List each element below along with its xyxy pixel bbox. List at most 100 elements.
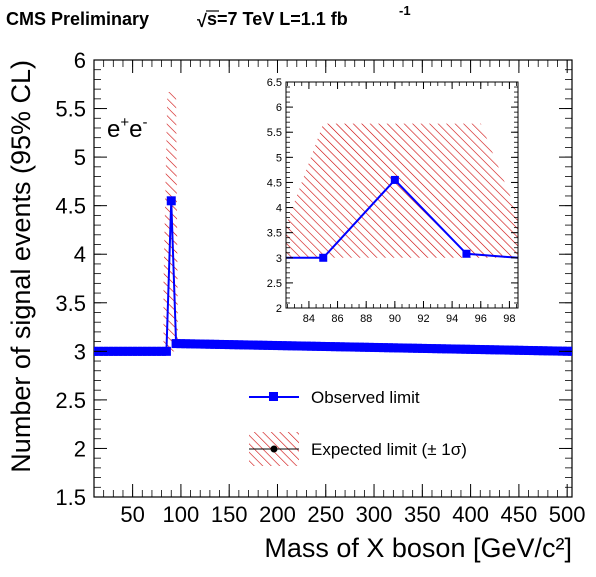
main-observed-marker (166, 196, 176, 206)
main-observed-marker (384, 343, 394, 353)
main-observed-marker (205, 339, 215, 349)
inset-plot: 84 86 88 90 92 94 96 98 2 2.5 3 3.5 4 4.5 5 5.5 6 6.5 (267, 77, 519, 325)
main-observed-marker (456, 344, 466, 354)
main-observed-marker (137, 346, 147, 356)
legend: Observed limit Expected limit (± 1σ) (249, 388, 467, 466)
legend-expected-marker (270, 445, 278, 453)
main-observed-marker (128, 346, 138, 356)
inset-x-tick-label: 94 (446, 313, 458, 325)
main-observed-marker (161, 346, 171, 356)
main-observed-marker (393, 343, 403, 353)
inset-y-tick-label: 3 (276, 253, 282, 265)
main-observed-marker (340, 342, 350, 352)
luminosity-exponent: -1 (399, 3, 411, 18)
experiment-label: CMS Preliminary (6, 9, 149, 29)
energy-luminosity-label: s=7 TeV L=1.1 fb (207, 9, 348, 29)
main-observed-marker (234, 340, 244, 350)
inset-x-tick-label: 92 (417, 313, 429, 325)
main-observed-marker (210, 339, 220, 349)
main-observed-marker (215, 339, 225, 349)
inset-observed-marker (390, 175, 399, 184)
main-observed-marker (504, 345, 514, 355)
main-observed-marker (470, 344, 480, 354)
main-observed-marker (355, 342, 365, 352)
main-observed-marker (524, 345, 534, 355)
main-observed-marker (108, 346, 118, 356)
main-observed-marker (432, 344, 442, 354)
main-observed-marker (258, 340, 268, 350)
main-observed-marker (113, 346, 123, 356)
main-observed-marker (268, 340, 278, 350)
main-observed-marker (451, 344, 461, 354)
inset-x-tick-label: 84 (303, 313, 315, 325)
inset-y-tick-label: 4 (276, 203, 282, 215)
main-observed-marker (176, 339, 186, 349)
inset-y-tick-label: 6 (276, 102, 282, 114)
main-observed-marker (528, 346, 538, 356)
main-observed-marker (388, 343, 398, 353)
main-y-tick-label: 2.5 (55, 388, 86, 413)
main-x-tick-label: 250 (307, 502, 344, 527)
main-observed-marker (475, 345, 485, 355)
main-observed-marker (369, 342, 379, 352)
main-y-tick-label: 4 (74, 242, 86, 267)
main-observed-marker (514, 345, 524, 355)
inset-y-tick-label: 5 (276, 152, 282, 164)
main-observed-marker (152, 346, 162, 356)
main-observed-marker (345, 342, 355, 352)
main-observed-marker (239, 340, 249, 350)
main-y-tick-label: 5 (74, 145, 86, 170)
main-observed-marker (248, 340, 258, 350)
energy-sqrt: √ (197, 11, 207, 31)
main-observed-marker (417, 343, 427, 353)
chart-header: CMS Preliminary √ s=7 TeV L=1.1 fb -1 (6, 3, 411, 31)
main-observed-marker (495, 345, 505, 355)
main-x-tick-label: 400 (452, 502, 489, 527)
main-x-tick-label: 350 (404, 502, 441, 527)
main-observed-marker (301, 341, 311, 351)
inset-y-tick-label: 2.5 (267, 278, 282, 290)
main-y-tick-label: 2 (74, 436, 86, 461)
main-observed-marker (157, 346, 167, 356)
main-observed-marker (437, 344, 447, 354)
main-observed-marker (326, 342, 336, 352)
main-x-tick-label: 500 (549, 502, 586, 527)
main-observed-marker (321, 342, 331, 352)
main-observed-marker (480, 345, 490, 355)
main-observed-marker (224, 340, 234, 350)
channel-label: e+e- (107, 114, 147, 143)
main-observed-marker (253, 340, 263, 350)
main-observed-marker (190, 339, 200, 349)
legend-observed-marker (269, 392, 278, 401)
inset-observed-marker (319, 253, 328, 262)
main-observed-marker (379, 343, 389, 353)
main-observed-marker (306, 341, 316, 351)
inset-x-tick-label: 96 (475, 313, 487, 325)
main-plot-frame (93, 59, 573, 498)
main-observed-marker (441, 344, 451, 354)
main-observed-marker (147, 346, 157, 356)
main-observed-marker (446, 344, 456, 354)
inset-y-tick-label: 4.5 (267, 177, 282, 189)
main-observed-marker (538, 346, 548, 356)
main-x-tick-label: 150 (211, 502, 248, 527)
main-observed-marker (272, 341, 282, 351)
main-observed-marker (335, 342, 345, 352)
main-observed-marker (519, 345, 529, 355)
main-y-tick-label: 5.5 (55, 97, 86, 122)
inset-x-tick-label: 90 (389, 313, 401, 325)
main-observed-marker (316, 341, 326, 351)
main-observed-marker (142, 346, 152, 356)
main-observed-marker (359, 342, 369, 352)
legend-observed-label: Observed limit (311, 388, 420, 407)
legend-entry-observed: Observed limit (249, 388, 420, 407)
main-observed-marker (485, 345, 495, 355)
main-observed-marker (364, 342, 374, 352)
main-observed-marker (461, 344, 471, 354)
main-observed-marker (292, 341, 302, 351)
inset-y-tick-label: 6.5 (267, 77, 282, 89)
main-observed-marker (244, 340, 254, 350)
main-observed-marker (282, 341, 292, 351)
